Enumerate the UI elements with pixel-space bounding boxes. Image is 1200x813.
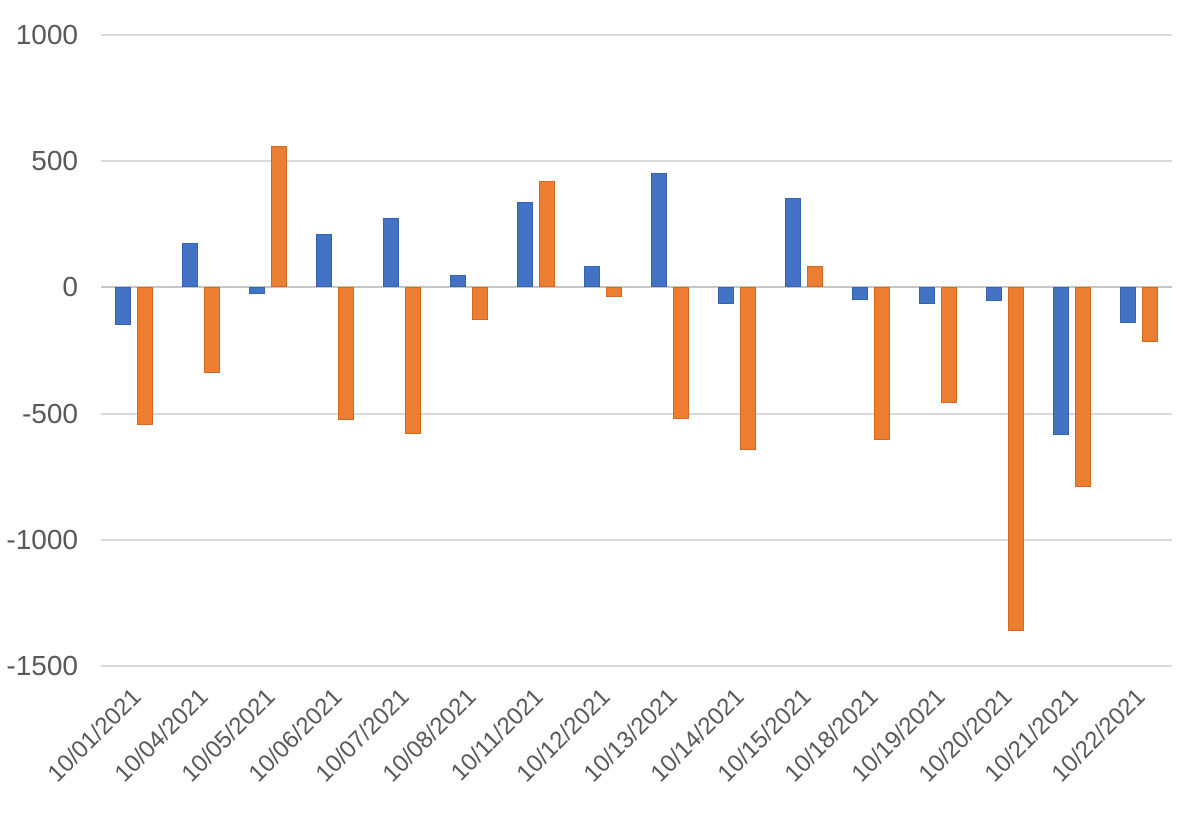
bar-orange <box>940 287 957 404</box>
bar-blue <box>784 197 801 288</box>
bar-orange <box>1007 287 1024 631</box>
bar-orange <box>271 146 288 288</box>
bar-blue <box>918 287 935 304</box>
bar-orange <box>1074 287 1091 487</box>
y-axis: 1000 500 0 -500 -1000 -1500 <box>0 0 78 813</box>
bar-orange <box>137 287 154 425</box>
bar-blue <box>1119 287 1136 323</box>
bar-blue <box>851 287 868 300</box>
bar-blue <box>985 287 1002 302</box>
zero-axis-line <box>101 286 1172 289</box>
gridline <box>101 665 1172 667</box>
bar-blue <box>517 201 534 288</box>
bar-orange <box>405 287 422 434</box>
bar-blue <box>249 287 266 294</box>
bar-blue <box>182 243 199 288</box>
bar-orange <box>338 287 355 420</box>
gridline <box>101 160 1172 163</box>
bar-orange <box>672 287 689 419</box>
bar-orange <box>873 287 890 441</box>
bar-orange <box>204 287 221 374</box>
y-tick-label: -1000 <box>6 523 78 555</box>
gridline <box>101 34 1172 36</box>
bar-blue <box>115 287 132 326</box>
gridline <box>101 538 1172 541</box>
bar-orange <box>606 287 623 298</box>
gridline <box>101 412 1172 415</box>
bar-blue <box>650 172 667 288</box>
bar-blue <box>316 234 333 288</box>
bar-orange <box>806 265 823 288</box>
bar-orange <box>1141 287 1158 342</box>
bar-blue <box>584 265 601 288</box>
bar-orange <box>539 181 556 288</box>
bar-blue <box>383 217 400 288</box>
bar-blue <box>717 287 734 304</box>
bar-orange <box>472 287 489 321</box>
y-tick-label: -1500 <box>6 650 78 681</box>
bar-blue <box>450 274 467 288</box>
bar-blue <box>1052 287 1069 436</box>
y-tick-label: 500 <box>31 145 78 177</box>
y-tick-label: -500 <box>21 397 78 429</box>
bar-orange <box>739 287 756 451</box>
y-tick-label: 0 <box>62 271 78 303</box>
y-tick-label: 1000 <box>15 19 78 50</box>
